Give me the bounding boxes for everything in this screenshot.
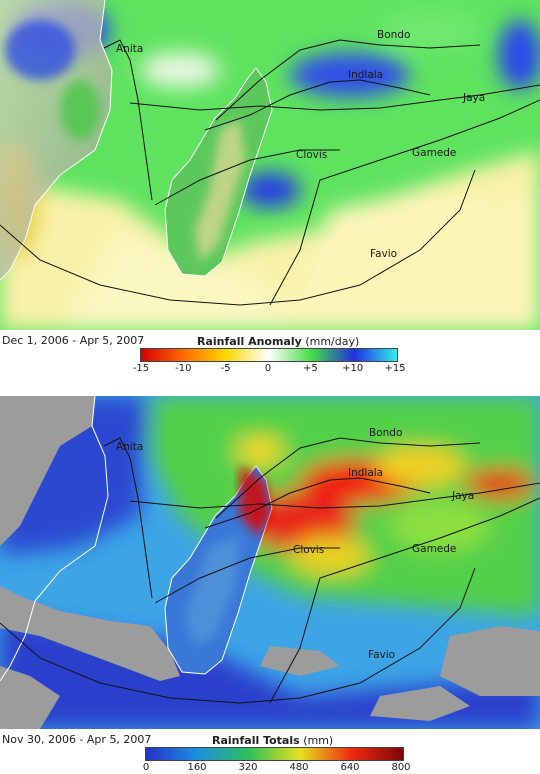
storm-label-anita: Anita [116,43,143,55]
favio-track [0,169,476,306]
jaya-track [129,482,540,509]
jaya-track [129,84,540,111]
storm-label-anita: Anita [116,441,143,453]
totals-legend-name: Rainfall Totals [212,734,300,747]
no-data-areas [0,396,540,729]
storm-label-clovis: Clovis [293,544,324,556]
totals_map-tick-label: 800 [391,762,411,773]
anomaly-legend: Dec 1, 2006 - Apr 5, 2007 Rainfall Anoma… [0,330,540,378]
totals-storm-labels: Anita Bondo Indlala Jaya Clovis Gamede F… [116,427,474,661]
favio-track [0,567,476,704]
totals-date-range: Nov 30, 2006 - Apr 5, 2007 [2,733,152,746]
bondo-track [215,437,481,519]
anomaly_map-tick-label: +10 [342,363,364,374]
totals-legend-title: Rainfall Totals (mm) [212,734,333,747]
clovis-track [154,149,340,206]
anomaly-panel: Anita Bondo Indlala Jaya Clovis Gamede F… [0,0,540,378]
totals_map-tick-label: 0 [142,762,150,773]
anomaly-color-scale [140,348,398,362]
anomaly-map: Anita Bondo Indlala Jaya Clovis Gamede F… [0,0,540,330]
gamede-track [269,99,540,306]
storm-label-jaya: Jaya [462,92,485,104]
bondo-track [215,39,481,121]
indlala-track [204,79,431,131]
totals-panel: Anita Bondo Indlala Jaya Clovis Gamede F… [0,396,540,774]
totals-color-scale [145,747,404,761]
anomaly_map-tick-label: -10 [175,363,192,374]
anomaly_map-tick-label: +15 [384,363,406,374]
storm-label-bondo: Bondo [377,29,410,41]
anomaly_map-tick-label: +5 [302,363,318,374]
storm-label-clovis: Clovis [296,149,327,161]
clovis-track [154,547,340,604]
gamede-track [269,497,540,704]
totals-legend: Nov 30, 2006 - Apr 5, 2007 Rainfall Tota… [0,729,540,774]
anomaly-date-range: Dec 1, 2006 - Apr 5, 2007 [2,334,145,347]
totals_map-tick-label: 640 [340,762,360,773]
storm-label-bondo: Bondo [369,427,402,439]
totals_map-tick-label: 320 [238,762,258,773]
totals-legend-unit: (mm) [303,734,334,747]
anomaly-storm-tracks [0,39,540,306]
storm-label-gamede: Gamede [412,543,456,555]
totals_map-tick-label: 160 [187,762,207,773]
storm-label-favio: Favio [370,248,397,260]
anomaly-legend-unit: (mm/day) [305,335,360,348]
totals-map: Anita Bondo Indlala Jaya Clovis Gamede F… [0,396,540,729]
totals_map-tick-label: 480 [289,762,309,773]
storm-label-favio: Favio [368,649,395,661]
anomaly_map-tick-label: 0 [264,363,272,374]
anomaly_map-tick-label: -5 [220,363,231,374]
storm-label-indlala: Indlala [348,69,383,81]
anomaly-legend-name: Rainfall Anomaly [197,335,302,348]
totals-storm-tracks [0,437,540,704]
anomaly-storm-labels: Anita Bondo Indlala Jaya Clovis Gamede F… [116,29,485,260]
storm-label-gamede: Gamede [412,147,456,159]
storm-label-indlala: Indlala [348,467,383,479]
anita-track [103,437,153,599]
storm-label-jaya: Jaya [451,490,474,502]
anita-track [103,39,153,201]
anomaly-legend-title: Rainfall Anomaly (mm/day) [197,335,359,348]
anomaly_map-tick-label: -15 [132,363,150,374]
indlala-track [204,477,431,529]
